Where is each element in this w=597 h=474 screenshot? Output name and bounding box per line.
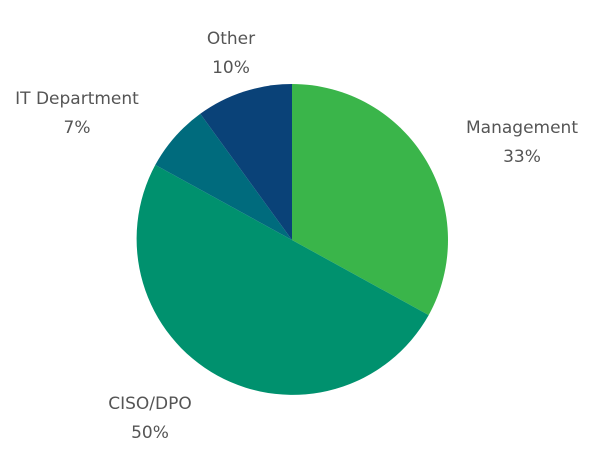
slice-label-management: Management 33% [466, 118, 578, 167]
pie-slices [136, 84, 448, 395]
slice-name-it-department: IT Department [15, 89, 139, 109]
slice-value-ciso-dpo: 50% [131, 423, 169, 443]
slice-label-other: Other 10% [207, 29, 255, 78]
slice-value-management: 33% [503, 147, 541, 167]
pie-slice-it-department [155, 113, 292, 240]
slice-name-other: Other [207, 29, 255, 49]
pie-slice-ciso-dpo [136, 164, 429, 395]
slice-name-management: Management [466, 118, 578, 138]
pie-slice-other [200, 84, 292, 240]
slice-value-it-department: 7% [64, 118, 91, 138]
pie-slice-management [292, 84, 448, 316]
slice-label-it-department: IT Department 7% [15, 89, 139, 138]
slice-value-other: 10% [212, 58, 250, 78]
slice-label-ciso-dpo: CISO/DPO 50% [108, 394, 192, 443]
slice-name-ciso-dpo: CISO/DPO [108, 394, 192, 414]
